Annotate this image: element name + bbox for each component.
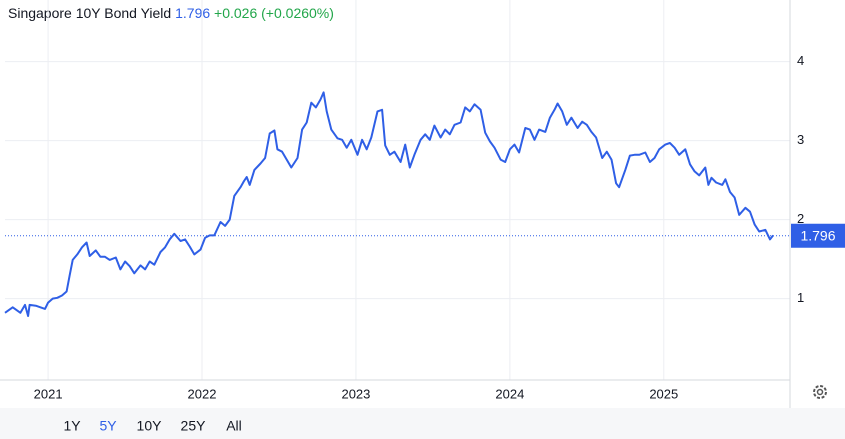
price-tag bbox=[791, 223, 845, 248]
price-tag-label: 1.796 bbox=[800, 227, 835, 243]
current-value: 1.796 bbox=[175, 5, 210, 21]
range-button[interactable]: 1Y bbox=[63, 418, 81, 434]
range-button[interactable]: All bbox=[226, 418, 242, 434]
chart-header: Singapore 10Y Bond Yield 1.796 +0.026 (+… bbox=[8, 5, 334, 21]
y-tick-label: 3 bbox=[797, 132, 804, 147]
x-tick-label: 2023 bbox=[341, 386, 370, 401]
x-tick-label: 2021 bbox=[34, 386, 63, 401]
range-button[interactable]: 25Y bbox=[181, 418, 207, 434]
y-tick-label: 1 bbox=[797, 290, 804, 305]
range-button[interactable]: 10Y bbox=[137, 418, 163, 434]
change: +0.026 (+0.0260%) bbox=[214, 5, 334, 21]
range-button[interactable]: 5Y bbox=[99, 418, 117, 434]
x-tick-label: 2024 bbox=[495, 386, 524, 401]
settings-icon[interactable] bbox=[813, 385, 827, 399]
toolbar bbox=[0, 408, 845, 439]
y-tick-label: 2 bbox=[797, 211, 804, 226]
y-tick-label: 4 bbox=[797, 53, 804, 68]
x-tick-label: 2022 bbox=[188, 386, 217, 401]
chart-title: Singapore 10Y Bond Yield bbox=[8, 5, 171, 21]
series-line bbox=[4, 91, 774, 317]
x-tick-label: 2025 bbox=[649, 386, 678, 401]
